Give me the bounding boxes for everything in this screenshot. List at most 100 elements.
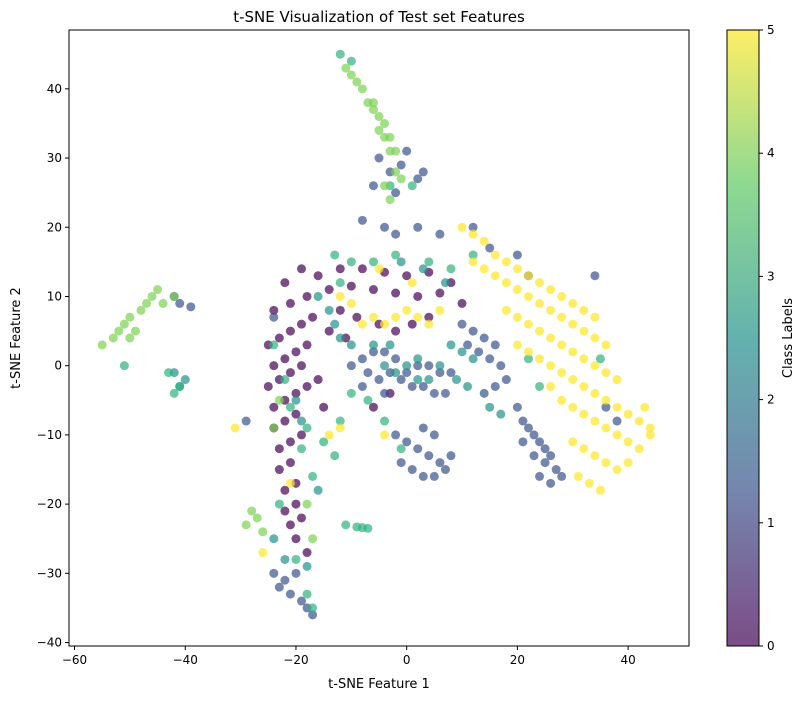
scatter-point-class-4	[302, 499, 312, 509]
scatter-point-class-0	[391, 288, 401, 298]
scatter-point-class-1	[546, 451, 556, 461]
scatter-point-class-1	[374, 375, 384, 385]
scatter-point-class-5	[479, 236, 489, 246]
scatter-point-class-0	[302, 340, 312, 350]
scatter-point-class-5	[335, 423, 345, 433]
y-tick-label: 40	[47, 82, 62, 96]
scatter-point-class-1	[612, 416, 622, 426]
scatter-point-class-5	[568, 375, 578, 385]
scatter-point-class-2	[463, 381, 473, 391]
scatter-point-class-0	[291, 499, 301, 509]
x-axis: −60 −40 −20 0 20 40	[62, 646, 636, 667]
scatter-point-class-1	[346, 361, 356, 371]
scatter-point-class-1	[435, 458, 445, 468]
scatter-point-class-0	[324, 326, 334, 336]
scatter-point-class-4	[346, 70, 356, 80]
scatter-point-class-1	[529, 451, 539, 461]
scatter-point-class-0	[297, 264, 306, 274]
scatter-point-class-5	[413, 312, 423, 322]
scatter-point-class-5	[595, 485, 605, 495]
scatter-point-class-0	[313, 271, 323, 281]
scatter-point-class-1	[413, 222, 423, 232]
plot-frame	[68, 29, 690, 647]
scatter-point-class-4	[274, 395, 284, 405]
scatter-point-class-1	[368, 181, 378, 191]
scatter-point-class-5	[546, 285, 556, 295]
y-tick-label: 0	[54, 359, 62, 373]
scatter-point-class-5	[501, 278, 511, 288]
colorbar-label: Class Labels	[781, 298, 796, 378]
y-tick-label: −20	[37, 497, 62, 511]
scatter-point-class-2	[291, 395, 301, 405]
scatter-point-class-5	[523, 271, 533, 281]
x-tick-label: −40	[173, 653, 198, 667]
scatter-point-class-5	[568, 437, 578, 447]
scatter-point-class-5	[612, 430, 622, 440]
y-axis: −40 −30 −20 −10 0 10 20 30 40	[37, 82, 69, 650]
scatter-point-class-1	[380, 222, 390, 232]
scatter-point-class-0	[335, 305, 345, 315]
scatter-point-class-3	[280, 375, 290, 385]
scatter-point-class-2	[457, 347, 467, 357]
scatter-point-class-5	[579, 326, 589, 336]
y-tick-label: −10	[37, 428, 62, 442]
colorbar	[726, 29, 760, 647]
scatter-points	[97, 49, 655, 620]
scatter-point-class-1	[535, 437, 545, 447]
scatter-point-class-5	[623, 409, 633, 419]
scatter-point-class-3	[330, 451, 340, 461]
scatter-point-class-5	[568, 298, 578, 308]
scatter-point-class-0	[435, 288, 445, 298]
scatter-point-class-5	[335, 291, 345, 301]
scatter-point-class-4	[97, 340, 107, 350]
scatter-point-class-0	[335, 264, 345, 274]
colorbar-tick-label: 5	[767, 23, 775, 37]
scatter-point-class-4	[130, 326, 140, 336]
scatter-point-class-5	[579, 381, 589, 391]
scatter-point-class-1	[496, 361, 506, 371]
scatter-point-class-1	[407, 465, 417, 475]
scatter-point-class-5	[501, 257, 511, 267]
scatter-point-class-1	[402, 437, 412, 447]
scatter-point-class-5	[535, 278, 545, 288]
scatter-point-class-5	[590, 333, 600, 343]
scatter-point-class-5	[579, 305, 589, 315]
scatter-point-class-3	[335, 416, 345, 426]
scatter-point-class-0	[291, 534, 301, 544]
scatter-point-class-5	[546, 305, 556, 315]
scatter-point-class-4	[341, 63, 351, 73]
scatter-point-class-3	[346, 257, 356, 267]
scatter-point-class-1	[413, 444, 423, 454]
scatter-point-class-0	[263, 381, 273, 391]
scatter-point-class-1	[535, 471, 545, 481]
scatter-point-class-1	[374, 153, 384, 163]
scatter-point-class-0	[291, 347, 301, 357]
scatter-point-class-1	[297, 596, 306, 606]
scatter-point-class-0	[280, 485, 290, 495]
scatter-point-class-5	[501, 305, 511, 315]
scatter-point-class-5	[612, 375, 622, 385]
scatter-point-class-1	[402, 368, 412, 378]
scatter-point-class-5	[391, 312, 401, 322]
scatter-point-class-3	[297, 444, 306, 454]
scatter-point-class-2	[413, 375, 423, 385]
x-tick-label: −20	[283, 653, 308, 667]
scatter-point-class-3	[308, 603, 318, 613]
scatter-point-class-5	[568, 347, 578, 357]
scatter-point-class-2	[435, 361, 445, 371]
scatter-point-class-1	[546, 478, 556, 488]
scatter-point-class-4	[158, 298, 168, 308]
scatter-point-class-1	[424, 361, 434, 371]
scatter-point-class-1	[474, 347, 484, 357]
scatter-point-class-5	[380, 430, 390, 440]
scatter-point-class-4	[308, 534, 318, 544]
scatter-point-class-5	[601, 423, 611, 433]
scatter-point-class-4	[125, 333, 135, 343]
scatter-point-class-5	[380, 319, 390, 329]
scatter-point-class-3	[169, 388, 179, 398]
scatter-point-class-1	[429, 430, 439, 440]
x-tick-label: −60	[62, 653, 87, 667]
scatter-point-class-5	[568, 402, 578, 412]
scatter-point-class-0	[424, 312, 434, 322]
scatter-point-class-2	[418, 264, 428, 274]
